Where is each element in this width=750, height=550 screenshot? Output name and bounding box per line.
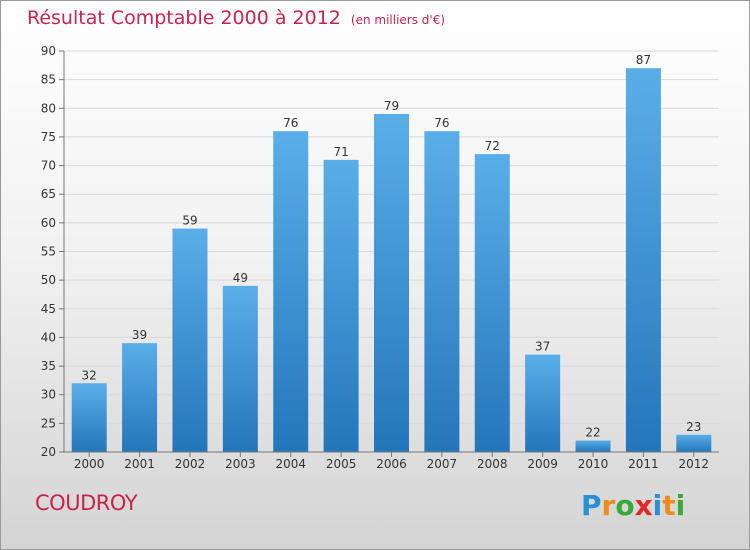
bar-2009 <box>525 354 561 452</box>
x-tick-label-2012: 2012 <box>679 457 710 471</box>
data-label-2011: 87 <box>636 53 651 67</box>
x-tick-label-2002: 2002 <box>175 457 206 471</box>
bar-2007 <box>424 131 460 452</box>
x-tick-label-2008: 2008 <box>477 457 508 471</box>
y-tick-label: 25 <box>41 416 56 430</box>
x-tick-label-2001: 2001 <box>124 457 155 471</box>
chart-title: Résultat Comptable 2000 à 2012 (en millie… <box>27 7 445 29</box>
data-label-2003: 49 <box>233 271 248 285</box>
logo-letter: P <box>581 489 602 522</box>
y-tick-label: 90 <box>41 44 56 58</box>
y-tick-label: 60 <box>41 216 56 230</box>
y-tick-label: 50 <box>41 273 56 287</box>
data-label-2001: 39 <box>132 328 147 342</box>
bar-2011 <box>625 68 661 452</box>
bar-2010 <box>575 440 611 452</box>
bar-2006 <box>374 114 409 452</box>
logo-letter: t <box>662 489 676 522</box>
x-tick-label-2000: 2000 <box>74 457 105 471</box>
bars: 32 39 59 49 76 71 79 76 72 37 22 87 23 <box>71 53 712 453</box>
data-label-2010: 22 <box>585 426 600 440</box>
data-label-2006: 79 <box>384 99 399 113</box>
data-label-2005: 71 <box>333 145 348 159</box>
y-tick-label: 65 <box>41 187 56 201</box>
logo-letter: i <box>652 489 663 522</box>
y-tick-label: 35 <box>41 359 56 373</box>
logo-letter: i <box>675 489 686 522</box>
x-axis: 2000 2001 2002 2003 2004 2005 2006 2007 2008 2009… <box>64 451 719 471</box>
bar-2000 <box>71 383 107 452</box>
data-label-2008: 72 <box>485 139 500 153</box>
x-tick-label-2004: 2004 <box>275 457 306 471</box>
logo-letter: r <box>601 489 616 522</box>
x-tick-label-2003: 2003 <box>225 457 256 471</box>
y-tick-label: 75 <box>41 130 56 144</box>
x-tick-label-2005: 2005 <box>326 457 357 471</box>
bar-2001 <box>122 343 158 452</box>
proxiti-logo: Proxiti <box>581 489 685 522</box>
y-tick-label: 80 <box>41 101 56 115</box>
y-tick-label: 30 <box>41 388 56 402</box>
y-tick-label: 45 <box>41 302 56 316</box>
title-text: Résultat Comptable 2000 à 2012 <box>27 7 341 29</box>
bar-2003 <box>222 285 258 452</box>
x-tick-label-2006: 2006 <box>376 457 407 471</box>
data-label-2009: 37 <box>535 340 550 354</box>
y-tick-label: 20 <box>41 445 56 459</box>
y-tick-label: 70 <box>41 159 56 173</box>
x-tick-label-2011: 2011 <box>628 457 659 471</box>
x-tick-label-2010: 2010 <box>578 457 609 471</box>
y-tick-label: 40 <box>41 330 56 344</box>
x-tick-label-2007: 2007 <box>427 457 458 471</box>
logo-letter: o <box>615 489 635 522</box>
logo-letter: x <box>634 489 653 522</box>
x-tick-label-2009: 2009 <box>527 457 558 471</box>
y-tick-label: 55 <box>41 245 56 259</box>
data-label-2004: 76 <box>283 116 298 130</box>
bar-2008 <box>474 154 510 452</box>
data-label-2012: 23 <box>686 420 701 434</box>
bar-2005 <box>323 159 359 453</box>
y-axis: 20 25 30 35 40 45 50 55 60 65 70 75 80 85 90 <box>41 44 65 459</box>
bar-2012 <box>676 434 712 452</box>
data-label-2002: 59 <box>182 214 197 228</box>
data-label-2000: 32 <box>82 368 97 382</box>
data-label-2007: 76 <box>434 116 449 130</box>
place-name: COUDROY <box>35 491 138 515</box>
bar-2002 <box>172 228 208 452</box>
chart-subtitle: (en milliers d'€) <box>350 13 446 27</box>
y-tick-label: 85 <box>41 73 56 87</box>
bar-2004 <box>273 131 309 452</box>
